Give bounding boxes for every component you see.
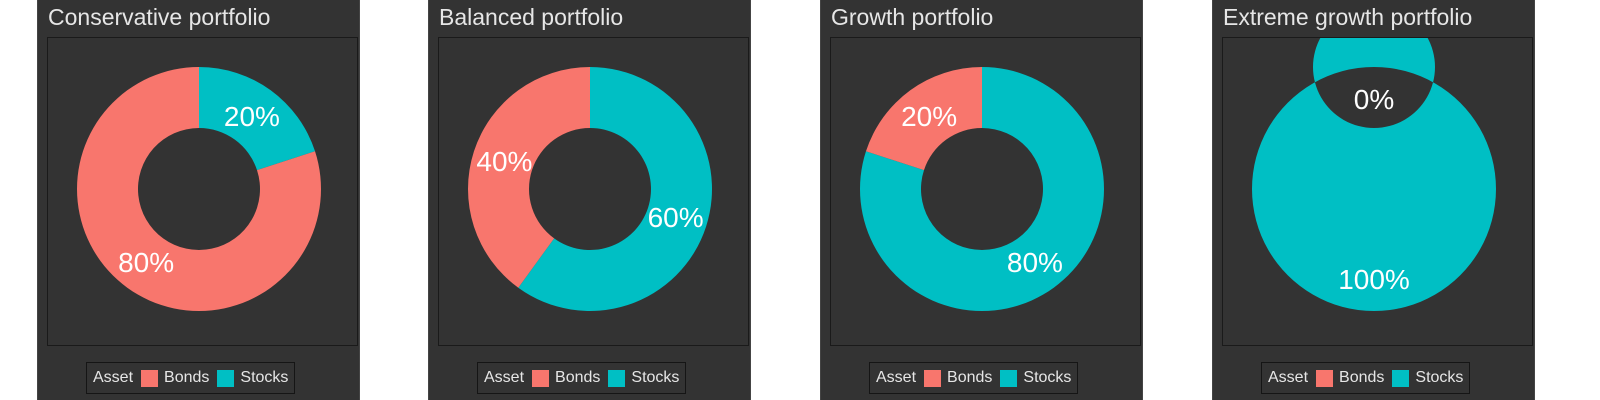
- data-label-stocks: 100%: [1338, 264, 1410, 295]
- data-label-bonds: 80%: [118, 247, 174, 278]
- slice-bonds: [865, 67, 982, 171]
- legend-title: Asset: [876, 369, 917, 386]
- legend: Asset Bonds Stocks: [86, 362, 296, 394]
- legend-label-bonds: Bonds: [947, 369, 993, 386]
- legend-label-stocks: Stocks: [240, 369, 289, 386]
- donut-panel: Growth portfolio 80% 20% Asset Bonds Stoc…: [820, 0, 1143, 400]
- legend-key-stocks: [608, 369, 626, 387]
- legend-key-stocks: [1000, 369, 1018, 387]
- slice-stocks: [199, 67, 316, 171]
- legend-key-bonds: [1316, 369, 1334, 387]
- donut-chart: 100% 0%: [1251, 38, 1496, 311]
- legend-label-stocks: Stocks: [1023, 369, 1072, 386]
- legend: Asset Bonds Stocks: [1261, 362, 1471, 394]
- legend-key-bonds: [924, 369, 942, 387]
- legend: Asset Bonds Stocks: [477, 362, 687, 394]
- plot-area: 100% 0%: [1222, 37, 1533, 346]
- data-label-stocks: 20%: [224, 101, 280, 132]
- donut-panel: Extreme growth portfolio 100% 0% Asset Bo…: [1212, 0, 1535, 400]
- legend-label-bonds: Bonds: [164, 369, 210, 386]
- chart-title: Growth portfolio: [831, 4, 994, 30]
- legend-label-bonds: Bonds: [555, 369, 601, 386]
- donut-panel: Conservative portfolio 20% 80% Asset Bond…: [37, 0, 360, 400]
- plot-area: 60% 40%: [438, 37, 749, 346]
- legend-title: Asset: [484, 369, 525, 386]
- data-label-bonds: 0%: [1354, 84, 1394, 115]
- data-label-stocks: 80%: [1007, 247, 1063, 278]
- donut-chart: 80% 20%: [860, 67, 1104, 311]
- slice-bonds: [77, 67, 322, 311]
- legend-title: Asset: [1268, 369, 1309, 386]
- chart-title: Extreme growth portfolio: [1223, 4, 1473, 30]
- plot-area: 20% 80%: [47, 37, 358, 346]
- slice-bonds: [468, 67, 590, 288]
- chart-title: Conservative portfolio: [48, 4, 271, 30]
- legend-key-bonds: [141, 369, 159, 387]
- data-label-bonds: 20%: [901, 101, 957, 132]
- slice-stocks: [518, 67, 712, 312]
- legend-label-stocks: Stocks: [1415, 369, 1464, 386]
- data-label-stocks: 60%: [648, 202, 704, 233]
- donut-panel: Balanced portfolio 60% 40% Asset Bonds St…: [428, 0, 751, 400]
- legend-key-stocks: [1392, 369, 1410, 387]
- plot-area: 80% 20%: [830, 37, 1141, 346]
- legend-label-stocks: Stocks: [631, 369, 680, 386]
- legend: Asset Bonds Stocks: [869, 362, 1079, 394]
- legend-label-bonds: Bonds: [1339, 369, 1385, 386]
- legend-key-bonds: [532, 369, 550, 387]
- legend-title: Asset: [93, 369, 134, 386]
- data-label-bonds: 40%: [476, 146, 532, 177]
- donut-chart: 60% 40%: [468, 67, 712, 312]
- slice-stocks: [1251, 38, 1496, 311]
- slice-stocks: [860, 67, 1104, 311]
- legend-key-stocks: [217, 369, 235, 387]
- chart-title: Balanced portfolio: [439, 4, 624, 30]
- donut-chart: 20% 80%: [77, 67, 322, 311]
